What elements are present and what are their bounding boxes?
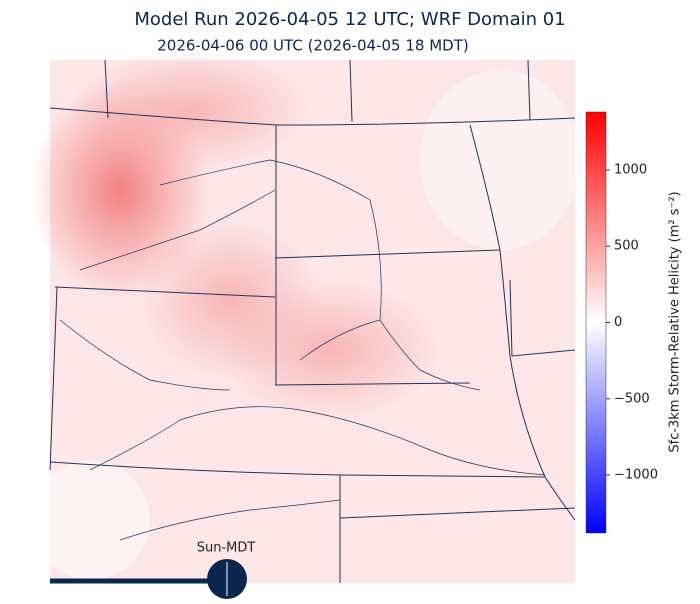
colorbar-tick-label: −1000	[614, 468, 658, 483]
colorbar	[585, 111, 607, 534]
slider-label: Sun-MDT	[197, 541, 256, 556]
map	[30, 50, 580, 583]
colorbar-label: Sfc-3km Storm-Relative Helicity (m² s⁻²)	[668, 191, 683, 452]
colorbar-tick-label: 1000	[614, 162, 647, 177]
title: Model Run 2026-04-05 12 UTC; WRF Domain …	[134, 9, 565, 30]
colorbar-tick-label: −500	[614, 391, 650, 406]
subtitle: 2026-04-06 00 UTC (2026-04-05 18 MDT)	[157, 37, 468, 55]
colorbar-tick-label: 500	[614, 239, 639, 254]
colorbar-tick-label: 0	[614, 315, 622, 330]
time-slider[interactable]: Sun-MDT	[50, 541, 255, 600]
